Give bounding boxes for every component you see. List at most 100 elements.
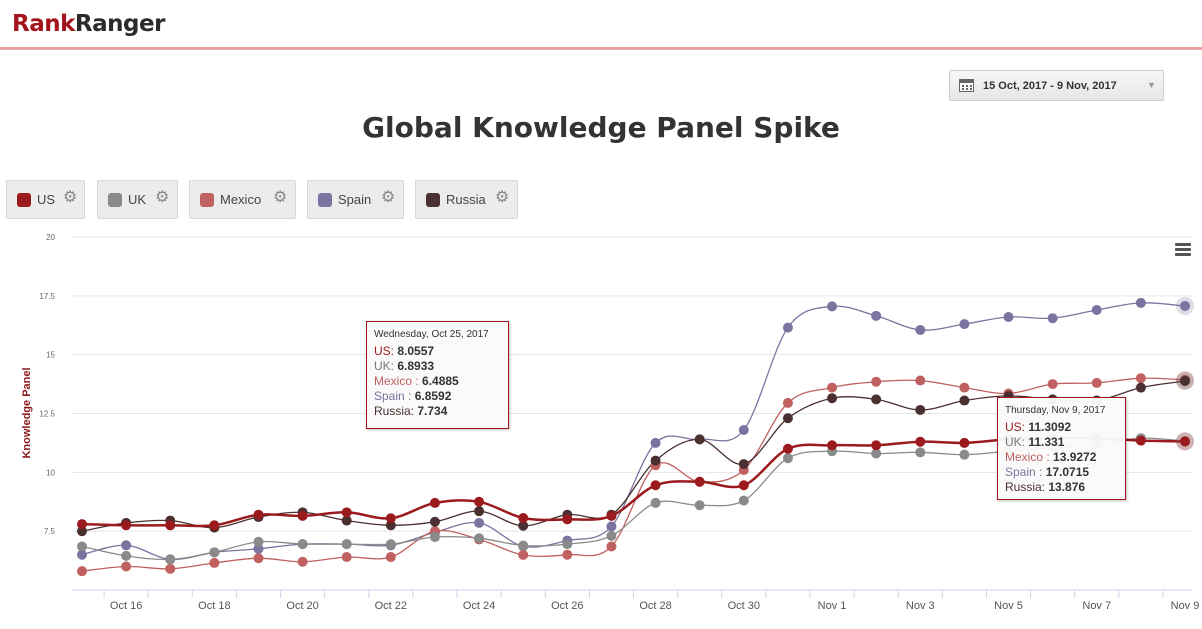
legend-us[interactable]: US ⚙ bbox=[6, 180, 85, 219]
data-point-uk bbox=[694, 500, 705, 511]
data-point-russia bbox=[518, 520, 529, 531]
y-tick-label: 20 bbox=[46, 233, 55, 242]
gear-icon[interactable]: ⚙ bbox=[273, 189, 288, 206]
tooltip-row-spain: Spain : 17.0715 bbox=[1005, 465, 1090, 479]
data-point-uk bbox=[77, 541, 87, 552]
data-point-us bbox=[694, 476, 705, 487]
data-point-russia bbox=[650, 455, 661, 466]
y-tick-label: 10 bbox=[46, 468, 55, 477]
data-point-mexico bbox=[827, 382, 838, 393]
data-point-uk bbox=[429, 532, 440, 543]
data-point-spain bbox=[959, 319, 970, 330]
data-point-russia bbox=[915, 404, 926, 415]
data-point-russia bbox=[341, 515, 352, 526]
legend-label-russia: Russia bbox=[446, 192, 486, 207]
data-point-us bbox=[209, 520, 220, 531]
data-point-spain bbox=[1180, 300, 1190, 311]
data-point-mexico bbox=[959, 382, 970, 393]
data-point-mexico bbox=[385, 552, 396, 563]
data-point-spain bbox=[1003, 312, 1014, 323]
legend-spain[interactable]: Spain ⚙ bbox=[307, 180, 404, 219]
data-point-uk bbox=[165, 554, 176, 565]
data-point-mexico bbox=[871, 376, 882, 387]
gear-icon[interactable]: ⚙ bbox=[63, 189, 78, 206]
series-line-spain bbox=[81, 302, 1186, 561]
series-line-mexico bbox=[81, 377, 1186, 572]
tooltip-row-russia: Russia: 13.876 bbox=[1005, 480, 1086, 494]
tooltip-header: Thursday, Nov 9, 2017 bbox=[1005, 405, 1106, 416]
data-point-mexico bbox=[253, 553, 264, 564]
calendar-icon bbox=[959, 79, 974, 92]
data-point-uk bbox=[474, 533, 485, 544]
data-point-uk bbox=[562, 539, 573, 550]
y-tick-label: 7.5 bbox=[44, 527, 56, 536]
data-point-uk bbox=[871, 448, 882, 459]
data-point-us bbox=[297, 510, 308, 521]
legend-mexico[interactable]: Mexico ⚙ bbox=[189, 180, 296, 219]
chart-title: Global Knowledge Panel Spike bbox=[362, 111, 840, 144]
y-tick-label: 12.5 bbox=[39, 410, 55, 419]
data-point-us bbox=[959, 437, 970, 448]
data-point-russia bbox=[827, 393, 838, 404]
data-point-spain bbox=[1047, 313, 1058, 324]
data-point-mexico bbox=[518, 549, 529, 560]
data-point-uk bbox=[959, 449, 970, 460]
data-point-uk bbox=[915, 447, 926, 458]
mexico-swatch bbox=[200, 193, 214, 207]
data-point-us bbox=[253, 509, 264, 520]
rankranger-logo[interactable]: RankRanger bbox=[12, 11, 165, 37]
data-point-us bbox=[165, 520, 176, 531]
series-line-russia bbox=[81, 380, 1186, 532]
data-point-mexico bbox=[1091, 377, 1102, 388]
data-point-us bbox=[1180, 436, 1190, 447]
x-tick-label: Oct 28 bbox=[639, 600, 671, 612]
data-point-spain bbox=[738, 424, 749, 435]
data-point-russia bbox=[782, 413, 793, 424]
data-point-us bbox=[915, 436, 926, 447]
y-axis-label: Knowledge Panel bbox=[21, 367, 33, 458]
gear-icon[interactable]: ⚙ bbox=[155, 189, 170, 206]
data-point-mexico bbox=[1135, 373, 1146, 384]
gear-icon[interactable]: ⚙ bbox=[381, 189, 396, 206]
russia-swatch bbox=[426, 193, 440, 207]
legend-uk[interactable]: UK ⚙ bbox=[97, 180, 178, 219]
data-point-us bbox=[562, 514, 573, 525]
legend-label-mexico: Mexico bbox=[220, 192, 262, 207]
x-tick-label: Oct 16 bbox=[110, 600, 142, 612]
data-point-russia bbox=[1180, 376, 1190, 387]
data-point-us bbox=[650, 480, 661, 491]
data-point-mexico bbox=[606, 541, 617, 552]
data-point-spain bbox=[871, 310, 882, 321]
data-point-mexico bbox=[562, 549, 573, 560]
data-point-mexico bbox=[209, 557, 220, 568]
data-point-spain bbox=[915, 324, 926, 335]
date-range-picker[interactable]: 15 Oct, 2017 - 9 Nov, 2017 ▼ bbox=[949, 70, 1164, 101]
data-point-russia bbox=[871, 394, 882, 405]
data-point-russia bbox=[694, 434, 705, 445]
data-point-us bbox=[871, 440, 882, 451]
data-point-uk bbox=[341, 539, 352, 550]
tooltip-row-uk: UK: 6.8933 bbox=[374, 359, 435, 373]
legend-label-uk: UK bbox=[128, 192, 147, 207]
data-point-russia bbox=[474, 506, 485, 517]
data-point-uk bbox=[297, 539, 308, 550]
x-tick-label: Nov 5 bbox=[994, 600, 1023, 612]
data-point-us bbox=[121, 520, 132, 531]
data-point-uk bbox=[782, 453, 793, 464]
legend-russia[interactable]: Russia ⚙ bbox=[415, 180, 518, 219]
x-tick-label: Oct 26 bbox=[551, 600, 583, 612]
tooltip-row-uk: UK: 11.331 bbox=[1005, 435, 1065, 449]
data-point-us bbox=[429, 497, 440, 508]
data-point-us bbox=[738, 480, 749, 491]
gear-icon[interactable]: ⚙ bbox=[495, 189, 510, 206]
data-point-us bbox=[341, 507, 352, 518]
data-point-us bbox=[474, 496, 485, 507]
data-point-mexico bbox=[121, 561, 132, 572]
legend-label-spain: Spain bbox=[338, 192, 372, 207]
chart-menu-icon[interactable] bbox=[1175, 243, 1191, 256]
x-tick-label: Oct 22 bbox=[375, 600, 407, 612]
data-point-uk bbox=[253, 536, 264, 547]
data-point-us bbox=[782, 443, 793, 454]
data-point-spain bbox=[782, 322, 793, 333]
